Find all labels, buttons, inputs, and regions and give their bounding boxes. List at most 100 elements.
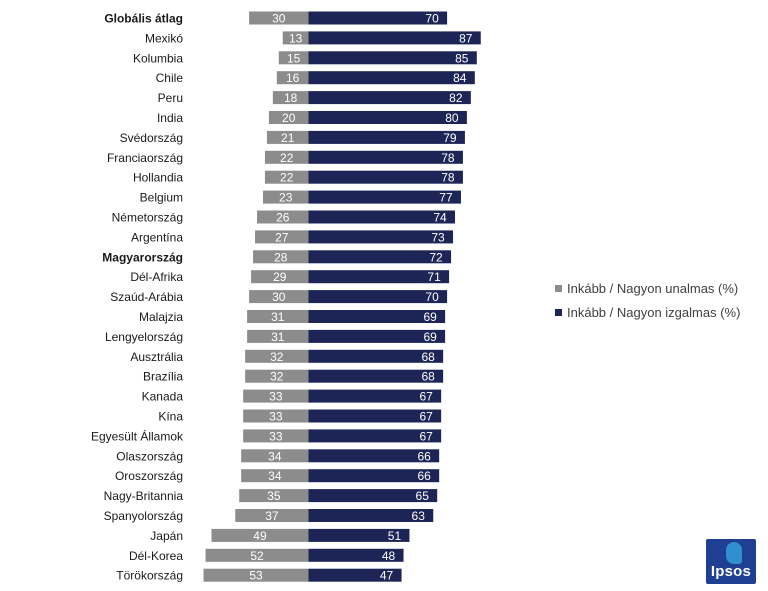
category-label: Lengyelország [105, 330, 183, 344]
bar-izgalmas [308, 270, 450, 284]
data-label-izgalmas: 68 [421, 370, 435, 384]
data-label-unalmas: 33 [269, 390, 283, 404]
data-label-izgalmas: 67 [419, 429, 433, 443]
bar-izgalmas [308, 91, 471, 105]
legend-swatch-gray [555, 284, 562, 292]
legend-item-unalmas: Inkább / Nagyon unalmas (%) [555, 276, 740, 300]
data-label-izgalmas: 87 [459, 31, 473, 45]
data-label-unalmas: 16 [286, 71, 300, 85]
bar-izgalmas [308, 548, 404, 562]
data-label-izgalmas: 79 [443, 131, 457, 145]
bar-izgalmas [308, 489, 438, 503]
category-label: Svédország [120, 131, 183, 145]
bar-izgalmas [308, 210, 456, 224]
data-label-unalmas: 22 [280, 151, 294, 165]
bar-unalmas [272, 91, 309, 105]
data-label-unalmas: 28 [274, 250, 288, 264]
data-label-unalmas: 53 [249, 569, 263, 583]
legend-swatch-navy [555, 308, 562, 316]
data-label-izgalmas: 69 [423, 330, 437, 344]
bar-unalmas [255, 230, 309, 244]
data-label-izgalmas: 66 [418, 449, 432, 463]
category-label: Argentína [131, 230, 183, 244]
data-label-izgalmas: 80 [445, 111, 459, 125]
category-label: Ausztrália [130, 350, 183, 364]
bar-unalmas [249, 290, 309, 304]
category-label: Kanada [142, 390, 184, 404]
data-label-unalmas: 33 [269, 410, 283, 424]
bar-izgalmas [308, 250, 452, 264]
data-label-unalmas: 21 [281, 131, 295, 145]
data-label-izgalmas: 66 [418, 469, 432, 483]
legend-label-izgalmas: Inkább / Nagyon izgalmas (%) [567, 304, 741, 320]
category-label: Németország [112, 211, 183, 225]
category-label: Brazília [143, 370, 183, 384]
category-label: Egyesült Államok [91, 428, 184, 443]
data-label-izgalmas: 71 [427, 270, 441, 284]
data-label-unalmas: 13 [289, 31, 303, 45]
data-label-unalmas: 20 [282, 111, 296, 125]
data-label-izgalmas: 63 [412, 509, 426, 523]
data-label-izgalmas: 82 [449, 91, 463, 105]
ipsos-logo-text: Ipsos [710, 563, 752, 580]
data-label-izgalmas: 67 [419, 390, 433, 404]
data-label-unalmas: 29 [273, 270, 287, 284]
data-label-unalmas: 30 [272, 12, 286, 26]
category-label: Magyarország [102, 250, 183, 264]
bar-unalmas [268, 111, 309, 124]
data-label-izgalmas: 78 [441, 151, 455, 165]
bar-unalmas [235, 509, 309, 522]
data-label-izgalmas: 70 [425, 12, 439, 26]
bar-izgalmas [308, 111, 467, 124]
data-label-izgalmas: 69 [423, 310, 437, 324]
bar-unalmas [245, 349, 309, 363]
data-label-unalmas: 35 [267, 489, 281, 503]
ipsos-logo-icon: Ipsos [706, 539, 756, 584]
bar-izgalmas [308, 290, 448, 304]
bar-izgalmas [308, 190, 461, 204]
data-label-unalmas: 23 [279, 191, 293, 205]
ipsos-logo-mark [726, 542, 742, 564]
bar-izgalmas [308, 429, 442, 443]
data-label-unalmas: 30 [272, 290, 286, 304]
bar-izgalmas [308, 509, 434, 522]
bar-izgalmas [308, 130, 465, 144]
category-label: Mexikó [145, 31, 183, 45]
data-label-unalmas: 52 [250, 549, 264, 563]
data-label-unalmas: 18 [284, 91, 298, 105]
category-label: Peru [158, 91, 183, 105]
legend-label-unalmas: Inkább / Nagyon unalmas (%) [567, 280, 739, 296]
data-label-izgalmas: 48 [382, 549, 396, 563]
data-label-izgalmas: 67 [419, 410, 433, 424]
data-label-unalmas: 31 [271, 310, 285, 324]
bar-unalmas [243, 409, 309, 423]
bar-unalmas [278, 51, 309, 65]
bar-izgalmas [308, 329, 446, 343]
bar-izgalmas [308, 409, 442, 423]
bar-unalmas [211, 528, 309, 542]
bar-unalmas [249, 11, 309, 25]
bar-unalmas [205, 548, 309, 562]
category-label: Belgium [140, 191, 183, 205]
category-label: Szaúd-Arábia [110, 290, 183, 304]
bar-unalmas [247, 310, 309, 323]
bar-unalmas [264, 150, 309, 164]
category-label: Malajzia [139, 310, 183, 324]
bar-izgalmas [308, 170, 463, 184]
bar-unalmas [203, 568, 309, 582]
bar-izgalmas [308, 31, 481, 45]
category-label: Nagy-Britannia [104, 489, 184, 503]
bar-unalmas [239, 489, 309, 503]
bar-izgalmas [308, 389, 442, 403]
data-label-izgalmas: 70 [425, 290, 439, 304]
bar-unalmas [251, 270, 309, 284]
category-label: Oroszország [115, 469, 183, 483]
bar-unalmas [245, 369, 309, 383]
data-label-izgalmas: 47 [380, 569, 394, 583]
data-label-izgalmas: 73 [431, 230, 445, 244]
bar-unalmas [241, 469, 309, 483]
bar-izgalmas [308, 469, 440, 483]
bar-unalmas [276, 71, 309, 85]
category-label: Japán [150, 529, 183, 543]
